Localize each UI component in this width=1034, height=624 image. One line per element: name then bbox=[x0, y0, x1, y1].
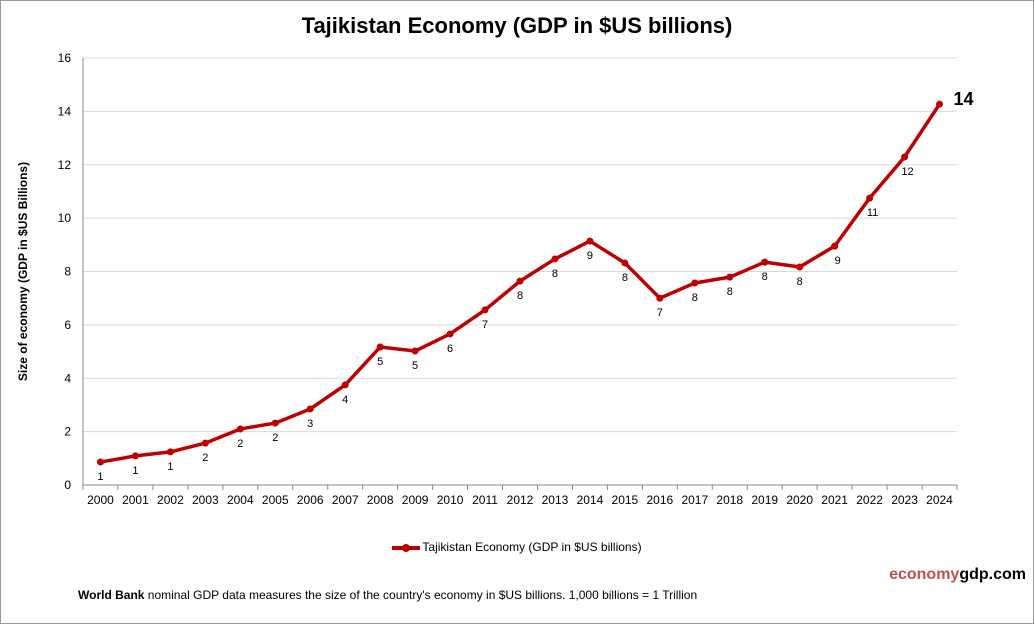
x-tick-label: 2024 bbox=[926, 493, 953, 507]
x-tick-label: 2004 bbox=[227, 493, 254, 507]
data-label: 1 bbox=[132, 465, 138, 477]
data-label: 11 bbox=[867, 207, 878, 219]
data-label: 8 bbox=[797, 276, 803, 288]
data-point bbox=[621, 259, 629, 267]
x-tick-label: 2009 bbox=[402, 493, 429, 507]
y-tick-label: 14 bbox=[58, 104, 72, 118]
data-point bbox=[866, 194, 874, 202]
x-tick-label: 2017 bbox=[681, 493, 708, 507]
data-point bbox=[691, 279, 699, 287]
y-tick-label: 4 bbox=[64, 371, 71, 385]
data-label: 6 bbox=[447, 343, 453, 355]
x-tick-label: 2000 bbox=[87, 493, 114, 507]
data-point bbox=[271, 419, 279, 427]
y-tick-label: 10 bbox=[58, 211, 72, 225]
data-point bbox=[236, 425, 244, 433]
data-label: 8 bbox=[727, 286, 733, 298]
x-tick-label: 2002 bbox=[157, 493, 184, 507]
x-tick-label: 2003 bbox=[192, 493, 219, 507]
x-tick-label: 2006 bbox=[297, 493, 324, 507]
data-point bbox=[446, 330, 454, 338]
data-label: 1 bbox=[97, 471, 103, 483]
y-tick-label: 6 bbox=[64, 318, 71, 332]
data-point bbox=[96, 458, 104, 466]
x-tick-label: 2005 bbox=[262, 493, 289, 507]
data-point bbox=[306, 405, 314, 413]
x-tick-label: 2015 bbox=[612, 493, 639, 507]
data-point bbox=[831, 242, 839, 250]
x-tick-label: 2023 bbox=[891, 493, 918, 507]
chart-title: Tajikistan Economy (GDP in $US billions) bbox=[301, 13, 733, 38]
x-tick-label: 2020 bbox=[786, 493, 813, 507]
data-point bbox=[131, 452, 139, 460]
brand-logo: economygdp.com bbox=[889, 566, 1026, 583]
data-point bbox=[796, 263, 804, 271]
data-label: 7 bbox=[482, 319, 488, 331]
data-point bbox=[761, 258, 769, 266]
x-tick-label: 2013 bbox=[542, 493, 569, 507]
data-point bbox=[726, 273, 734, 281]
data-point bbox=[201, 439, 209, 447]
data-label: 2 bbox=[237, 438, 243, 450]
x-tick-label: 2001 bbox=[122, 493, 149, 507]
data-point bbox=[586, 237, 594, 245]
y-tick-label: 8 bbox=[64, 265, 71, 279]
data-point bbox=[901, 153, 909, 161]
data-label: 2 bbox=[202, 452, 208, 464]
legend-swatch bbox=[392, 543, 421, 552]
data-label: 8 bbox=[517, 290, 523, 302]
data-label: 12 bbox=[901, 166, 913, 178]
x-tick-label: 2016 bbox=[646, 493, 673, 507]
data-label: 8 bbox=[552, 268, 558, 280]
data-point bbox=[936, 100, 944, 108]
data-label: 2 bbox=[272, 432, 278, 444]
data-label: 8 bbox=[692, 292, 698, 304]
x-tick-label: 2010 bbox=[437, 493, 464, 507]
y-tick-label: 0 bbox=[64, 478, 71, 492]
data-point bbox=[376, 343, 384, 351]
x-tick-label: 2021 bbox=[821, 493, 848, 507]
data-label: 4 bbox=[342, 394, 348, 406]
data-point bbox=[551, 255, 559, 263]
data-point bbox=[341, 381, 349, 389]
data-label: 14 bbox=[954, 89, 974, 109]
data-point bbox=[411, 347, 419, 355]
data-label: 5 bbox=[377, 356, 383, 368]
data-label: 7 bbox=[657, 307, 663, 319]
data-label: 8 bbox=[762, 271, 768, 283]
y-tick-label: 12 bbox=[58, 158, 72, 172]
y-tick-label: 2 bbox=[64, 425, 71, 439]
x-tick-label: 2012 bbox=[507, 493, 534, 507]
data-point bbox=[481, 306, 489, 314]
data-point bbox=[656, 294, 664, 302]
data-point bbox=[516, 277, 524, 285]
x-tick-label: 2018 bbox=[716, 493, 743, 507]
x-tick-label: 2011 bbox=[472, 493, 498, 507]
x-tick-label: 2019 bbox=[751, 493, 778, 507]
legend-label: Tajikistan Economy (GDP in $US billions) bbox=[422, 540, 642, 554]
x-tick-label: 2008 bbox=[367, 493, 394, 507]
x-tick-label: 2022 bbox=[856, 493, 883, 507]
data-label: 3 bbox=[307, 418, 313, 430]
data-label: 9 bbox=[587, 250, 593, 262]
data-label: 5 bbox=[412, 360, 418, 372]
x-tick-label: 2007 bbox=[332, 493, 359, 507]
legend: Tajikistan Economy (GDP in $US billions) bbox=[1, 540, 1033, 554]
x-tick-label: 2014 bbox=[577, 493, 604, 507]
data-label: 8 bbox=[622, 272, 628, 284]
data-label: 9 bbox=[835, 255, 841, 267]
data-label: 1 bbox=[167, 461, 173, 473]
y-tick-label: 16 bbox=[58, 51, 72, 65]
y-axis-label: Size of economy (GDP in $US Billions) bbox=[16, 162, 30, 381]
data-point bbox=[166, 448, 174, 456]
footnote: World Bank nominal GDP data measures the… bbox=[78, 588, 698, 602]
